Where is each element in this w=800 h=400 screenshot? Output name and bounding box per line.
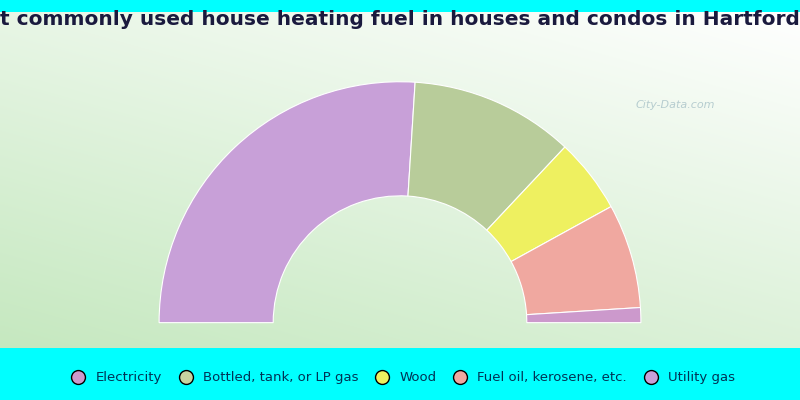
Text: City-Data.com: City-Data.com xyxy=(636,100,715,110)
Text: Most commonly used house heating fuel in houses and condos in Hartford, TN: Most commonly used house heating fuel in… xyxy=(0,10,800,29)
Wedge shape xyxy=(526,308,641,323)
Wedge shape xyxy=(408,82,565,230)
Wedge shape xyxy=(159,82,415,323)
Wedge shape xyxy=(486,147,611,262)
Legend: Electricity, Bottled, tank, or LP gas, Wood, Fuel oil, kerosene, etc., Utility g: Electricity, Bottled, tank, or LP gas, W… xyxy=(60,366,740,390)
Wedge shape xyxy=(511,206,641,315)
